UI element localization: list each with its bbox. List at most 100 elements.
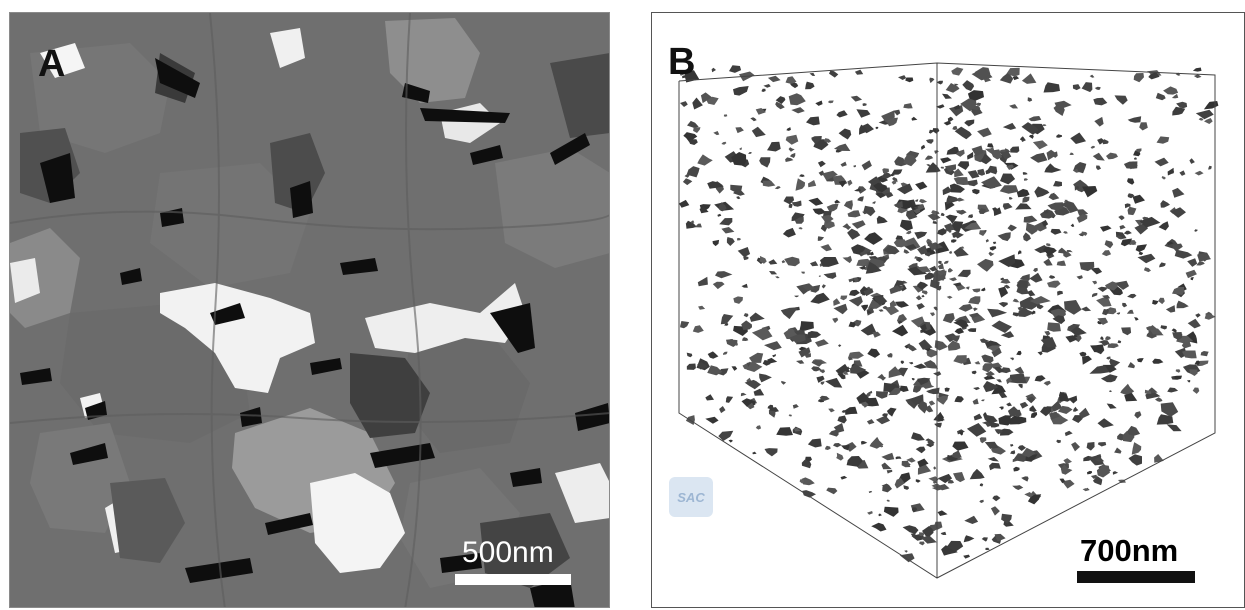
pore-fragment <box>828 100 834 104</box>
pore-fragment <box>1019 274 1030 282</box>
pore-fragment <box>997 232 1011 242</box>
pore-fragment <box>907 343 917 352</box>
pore-fragment <box>736 196 741 200</box>
pore-fragment <box>973 413 983 421</box>
pore-fragment <box>1166 424 1182 432</box>
pore-fragment <box>893 200 903 209</box>
pore-fragment <box>1090 474 1098 479</box>
pore-fragment <box>1010 146 1020 153</box>
pore-fragment <box>772 354 776 358</box>
pore-fragment <box>1018 383 1023 389</box>
pore-fragment <box>821 214 834 224</box>
pore-fragment <box>1116 312 1121 315</box>
pore-fragment <box>881 484 890 490</box>
pore-fragment <box>748 152 752 154</box>
pore-fragment <box>965 286 970 290</box>
pore-fragment <box>849 289 860 296</box>
pore-fragment <box>913 385 922 393</box>
pore-fragment <box>951 230 964 239</box>
pore-fragment <box>1031 310 1036 315</box>
pore-fragment <box>759 157 771 168</box>
pore-fragment <box>796 360 805 364</box>
pore-fragment <box>915 295 922 301</box>
pore-fragment <box>1072 406 1079 412</box>
pore-fragment <box>954 168 964 178</box>
pore-fragment <box>1170 207 1186 218</box>
pore-fragment <box>1064 430 1073 437</box>
pore-fragment <box>881 413 888 418</box>
pore-fragment <box>679 199 690 208</box>
pore-fragment <box>775 101 785 110</box>
pore-fragment <box>1023 178 1028 181</box>
pore-fragment <box>697 154 713 166</box>
pore-fragment <box>1000 428 1014 436</box>
pore-fragment <box>917 377 931 386</box>
panel-label-b: B <box>668 41 696 83</box>
pore-fragment <box>767 75 781 83</box>
pore-fragment <box>785 134 799 145</box>
pore-fragment <box>952 441 969 451</box>
micrograph-panel-a: A 500nm <box>9 12 610 608</box>
pore-fragment <box>967 90 984 101</box>
pore-fragment <box>767 357 778 364</box>
pore-fragment <box>1146 329 1157 339</box>
pore-fragment <box>892 324 909 337</box>
pore-fragment <box>817 160 826 168</box>
pore-fragment <box>1010 450 1016 455</box>
pore-fragment <box>815 100 823 106</box>
pore-fragment <box>959 431 963 436</box>
pore-fragment <box>832 317 839 324</box>
pore-fragment <box>706 96 719 105</box>
pore-fragment <box>1049 411 1060 420</box>
pore-fragment <box>933 466 937 470</box>
pore-fragment <box>871 522 887 532</box>
pore-fragment <box>945 214 958 224</box>
pore-fragment <box>1192 67 1202 72</box>
pore-fragment <box>979 338 989 343</box>
pore-fragment <box>1127 425 1141 436</box>
pore-fragment <box>882 305 889 310</box>
pore-fragment <box>1139 122 1148 131</box>
pore-fragment <box>994 533 1006 542</box>
pore-fragment <box>949 250 953 254</box>
pore-fragment <box>1091 292 1098 298</box>
pore-fragment <box>1106 356 1111 360</box>
pore-fragment <box>971 67 993 81</box>
pore-fragment <box>1160 200 1170 208</box>
pore-fragment <box>1043 210 1049 214</box>
pore-fragment <box>1076 275 1083 280</box>
pore-fragment <box>1196 261 1205 266</box>
pore-fragment <box>835 363 851 375</box>
watermark-logo: SAC <box>669 477 713 517</box>
pore-fragment <box>767 141 781 152</box>
pore-fragment <box>693 127 701 133</box>
pore-fragment <box>937 228 947 236</box>
pore-fragment <box>1079 351 1087 357</box>
pore-fragment <box>1090 344 1103 353</box>
pore-fragment <box>989 422 1000 428</box>
pore-fragment <box>1040 337 1057 348</box>
pore-fragment <box>1097 418 1114 428</box>
pore-fragment <box>985 169 992 175</box>
pore-fragment <box>903 249 910 254</box>
pore-fragment <box>1044 330 1051 337</box>
pore-fragment <box>1012 458 1019 463</box>
pore-fragment <box>933 411 944 422</box>
pore-fragment <box>847 210 861 218</box>
scale-bar-label-a: 500nm <box>462 536 554 569</box>
pore-fragment <box>937 473 953 484</box>
pore-fragment <box>810 292 830 304</box>
pore-fragment <box>824 138 832 143</box>
pore-fragment <box>929 265 937 272</box>
pore-fragment <box>755 425 762 430</box>
pore-fragment <box>753 388 765 396</box>
pore-fragment <box>781 260 786 264</box>
pore-fragment <box>848 357 853 361</box>
pore-fragment <box>964 179 978 187</box>
pore-fragment <box>990 506 1000 516</box>
pore-fragment <box>926 387 940 395</box>
pore-fragment <box>1124 203 1131 209</box>
pore-fragment <box>878 309 884 312</box>
pore-fragment <box>979 483 984 487</box>
pore-fragment <box>1114 95 1128 105</box>
